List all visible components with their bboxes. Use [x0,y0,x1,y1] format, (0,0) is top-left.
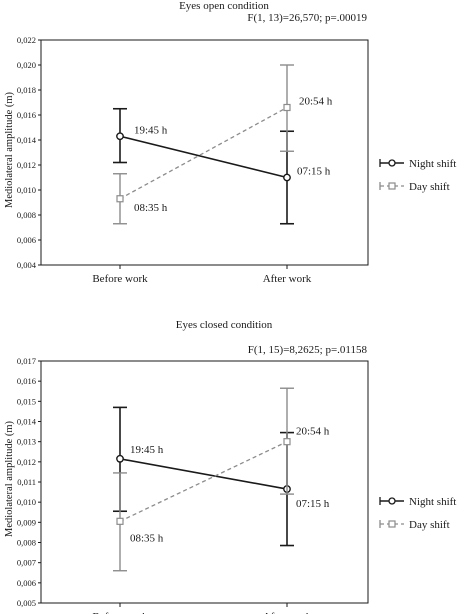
chart-eyes-closed: Eyes closed condition F(1, 15)=8,2625; p… [4,319,456,614]
y-tick-label: 0,008 [17,538,36,548]
y-tick-label: 0,012 [17,160,36,170]
chart-eyes-open: Eyes open condition F(1, 13)=26,570; p=.… [4,0,456,285]
legend: Night shift Day shift [379,158,456,193]
y-tick-label: 0,010 [17,497,36,507]
legend-marker-square [388,182,396,190]
point-label: 07:15 h [296,498,330,510]
x-category-label: After work [263,273,312,285]
y-tick-label: 0,006 [17,235,36,245]
y-tick-label: 0,017 [17,356,36,366]
legend: Night shift Day shift [379,496,456,531]
y-tick-label: 0,016 [17,376,36,386]
chart-subtitle: F(1, 15)=8,2625; p=.01158 [248,344,368,356]
y-tick-label: 0,015 [17,396,36,406]
legend-label: Night shift [409,496,456,508]
series-layer: 19:45 h 07:15 h 08:35 h 20:54 h [113,387,330,572]
data-point-square [283,438,291,446]
y-ticks: 0,004 0,006 0,008 0,010 0,012 0,014 0,016 0,018… [17,35,41,270]
chart-title: Eyes open condition [179,0,269,12]
y-tick-label: 0,007 [17,558,36,568]
y-axis-label: Mediolateral amplitude (m) [4,91,15,208]
y-ticks: 0,005 0,006 0,007 0,008 0,009 0,010 0,011 0,012… [17,356,41,608]
y-tick-label: 0,004 [17,260,37,270]
point-label: 07:15 h [297,166,331,178]
point-label: 20:54 h [299,96,333,108]
x-categories: Before work After work [92,265,312,285]
point-label: 08:35 h [130,532,164,544]
data-point-circle [116,132,124,141]
y-tick-label: 0,010 [17,185,36,195]
series-layer: 19:45 h 07:15 h 08:35 h 20:54 h [113,64,333,225]
chart-title: Eyes closed condition [176,319,273,331]
y-tick-label: 0,014 [17,417,37,427]
y-tick-label: 0,006 [17,578,36,588]
plot-frame [40,360,369,604]
y-tick-label: 0,014 [17,135,37,145]
point-label: 20:54 h [296,426,330,438]
y-tick-label: 0,008 [17,210,36,220]
y-tick-label: 0,011 [17,477,36,487]
y-tick-label: 0,012 [17,457,36,467]
x-category-label: Before work [92,273,148,285]
data-point-square [283,103,291,112]
legend-marker-square [388,520,396,528]
chart-subtitle: F(1, 13)=26,570; p=.00019 [247,12,367,24]
series-line-night-shift [119,458,288,490]
x-category-label: Before work [92,611,148,614]
point-label: 19:45 h [134,124,168,136]
plot-frame [40,39,369,266]
y-axis-label: Mediolateral amplitude (m) [4,420,15,537]
legend-label: Day shift [409,519,450,531]
data-point-square [116,195,124,203]
y-tick-label: 0,005 [17,598,36,608]
point-label: 08:35 h [134,202,168,214]
series-line-night-shift [119,135,288,179]
data-point-circle [283,173,291,182]
legend-label: Day shift [409,181,450,193]
data-point-circle [116,454,124,463]
y-tick-label: 0,013 [17,437,36,447]
x-categories: Before work After work [92,603,312,614]
point-label: 19:45 h [130,444,164,456]
y-tick-label: 0,016 [17,110,36,120]
y-tick-label: 0,020 [17,60,36,70]
legend-marker-circle [388,497,396,505]
series-line-day-shift [119,106,288,200]
data-point-square [116,517,124,525]
y-tick-label: 0,022 [17,35,36,45]
legend-marker-circle [388,159,396,167]
x-category-label: After work [263,611,312,614]
legend-label: Night shift [409,158,456,170]
y-tick-label: 0,018 [17,85,36,95]
series-line-day-shift [119,441,288,522]
y-tick-label: 0,009 [17,517,36,527]
